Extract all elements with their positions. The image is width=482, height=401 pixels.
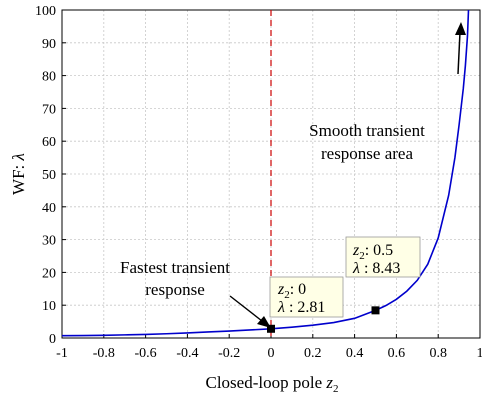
x-tick-label: 0.4 bbox=[346, 346, 364, 361]
datatip-2-lambda: λ : 8.43 bbox=[352, 260, 400, 277]
wf-curve bbox=[61, 9, 470, 337]
y-tick-label: 100 bbox=[35, 4, 56, 19]
x-tick-label: -0.8 bbox=[93, 346, 115, 361]
y-tick-label: 0 bbox=[49, 332, 56, 347]
y-tick-label: 50 bbox=[42, 168, 56, 183]
marker-1 bbox=[267, 324, 275, 333]
y-tick-label: 40 bbox=[42, 201, 56, 216]
x-tick-label: 0.8 bbox=[429, 346, 447, 361]
x-tick-label: -1 bbox=[56, 346, 68, 361]
x-tick-label: -0.4 bbox=[176, 346, 198, 361]
y-tick-label: 70 bbox=[42, 102, 56, 117]
smooth-area-arrow bbox=[455, 22, 466, 75]
datatip-2: z2: 0.5 λ : 8.43 bbox=[345, 236, 421, 278]
markers bbox=[267, 306, 380, 333]
x-tick-label: 0.6 bbox=[388, 346, 406, 361]
fastest-annotation-line1: Fastest transient bbox=[120, 258, 230, 277]
y-axis-title: WF: λ bbox=[9, 153, 28, 195]
x-tick-label: 0.2 bbox=[304, 346, 322, 361]
x-tick-label: 0 bbox=[268, 346, 275, 361]
y-tick-label: 10 bbox=[42, 299, 56, 314]
datatip-1-z: z2: 0 bbox=[277, 281, 306, 301]
datatip-1: z2: 0 λ : 2.81 bbox=[269, 276, 344, 318]
datatip-2-z: z2: 0.5 bbox=[352, 242, 393, 262]
x-tick-label: 1 bbox=[477, 346, 482, 361]
smooth-annotation-line1: Smooth transient bbox=[309, 121, 425, 140]
y-tick-label: 60 bbox=[42, 135, 56, 150]
fastest-response-arrow bbox=[229, 295, 271, 328]
x-tick-label: -0.6 bbox=[135, 346, 157, 361]
y-ticks: 0 10 20 30 40 50 60 70 80 90 100 bbox=[35, 4, 66, 347]
datatip-1-lambda: λ : 2.81 bbox=[277, 299, 325, 316]
smooth-annotation-line2: response area bbox=[321, 144, 413, 163]
x-tick-label: -0.2 bbox=[218, 346, 240, 361]
y-tick-label: 30 bbox=[42, 234, 56, 249]
fastest-annotation-line2: response bbox=[145, 280, 204, 299]
y-tick-label: 90 bbox=[42, 37, 56, 52]
y-tick-label: 20 bbox=[42, 266, 56, 281]
y-tick-label: 80 bbox=[42, 70, 56, 85]
x-axis-title: Closed-loop pole z2 bbox=[205, 373, 338, 395]
marker-2 bbox=[371, 306, 380, 315]
